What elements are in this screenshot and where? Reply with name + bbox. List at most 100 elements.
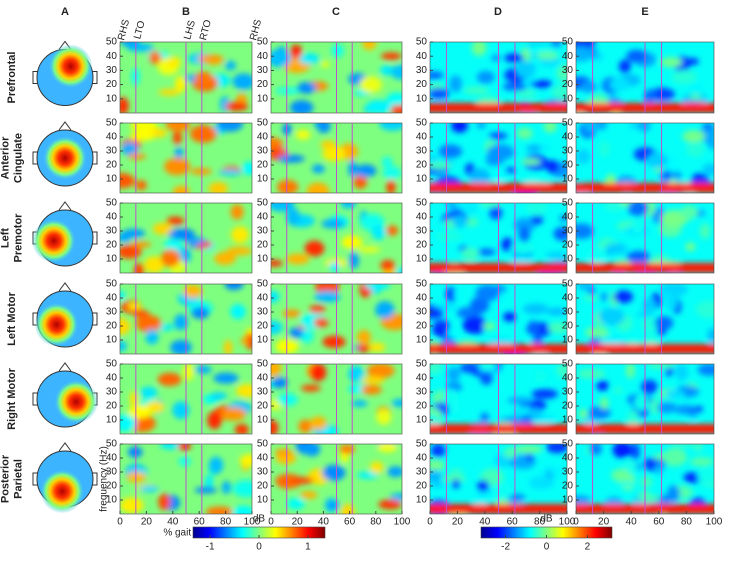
nose — [58, 282, 72, 292]
heatmap-blob — [152, 222, 173, 235]
y-tick-label: 50 — [416, 359, 428, 370]
heatmap-blob — [340, 503, 355, 514]
heatmap-blob — [551, 84, 567, 101]
y-tick-label: 50 — [257, 198, 269, 209]
heatmap-blob — [194, 486, 218, 494]
row-label: Right Motor — [6, 367, 18, 429]
heatmap-blob — [386, 179, 396, 193]
heatmap-blob — [451, 123, 469, 133]
heatmap-blob — [277, 154, 305, 163]
heatmap-blob — [376, 409, 392, 425]
row-label: Left Motor — [6, 291, 18, 345]
heatmap-blob — [430, 71, 444, 80]
y-tick-label: 20 — [106, 321, 118, 332]
y-tick-label: 50 — [257, 279, 269, 290]
y-tick-label: 20 — [562, 79, 574, 90]
heatmap-blob — [178, 456, 191, 466]
heatmap-blob — [479, 364, 496, 371]
heatmap-blob — [637, 123, 651, 132]
heatmap-blob — [693, 444, 703, 453]
y-tick-label: 40 — [416, 212, 428, 223]
y-tick-label: 20 — [416, 481, 428, 492]
heatmap-blob — [357, 329, 371, 346]
heatmap-blob — [577, 369, 606, 379]
heatmap — [271, 123, 402, 193]
heatmap-blob — [120, 97, 129, 113]
y-tick-label: 30 — [257, 226, 269, 237]
heatmap-blob — [241, 161, 252, 176]
heatmap-blob — [627, 203, 649, 217]
heatmap-blob — [543, 123, 557, 133]
y-tick-label: 40 — [106, 51, 118, 62]
heatmap-blob — [165, 56, 182, 68]
heatmap-blob — [158, 88, 181, 96]
heatmap-blob — [191, 306, 210, 320]
heatmap-blob — [221, 407, 247, 421]
y-tick-label: 10 — [106, 93, 118, 104]
heatmap-blob — [462, 316, 488, 335]
heatmap-blob — [513, 217, 536, 233]
heatmap-blob — [226, 246, 252, 256]
heatmap-blob — [559, 215, 567, 222]
heatmap-blob — [297, 82, 317, 94]
heatmap-blob — [172, 401, 190, 420]
y-tick-label: 30 — [106, 146, 118, 157]
y-tick-label: 30 — [562, 467, 574, 478]
heatmap-blob — [275, 87, 302, 95]
heatmap-blobs — [120, 364, 252, 434]
heatmap-blob — [699, 223, 711, 240]
heatmap-blob — [230, 204, 244, 220]
heatmap-blob — [205, 506, 234, 514]
heatmap-blob — [172, 185, 190, 193]
heatmap-blob — [348, 365, 365, 383]
heatmap-blob — [649, 87, 676, 101]
heatmap-blob — [360, 384, 382, 395]
heatmap-blob — [625, 250, 651, 263]
heatmap-blob — [271, 49, 292, 68]
heatmap-blob — [515, 60, 537, 79]
gait-event-label: RHS — [248, 18, 264, 42]
heatmap-blob — [321, 219, 346, 229]
heatmap-blob — [120, 340, 127, 352]
x-tick-label: 40 — [167, 517, 179, 528]
scalp-activity — [34, 302, 79, 347]
heatmap-blob — [480, 412, 490, 422]
scalp-map — [31, 201, 98, 267]
heatmap-blob — [130, 241, 152, 248]
heatmap-blob — [576, 149, 591, 164]
y-tick-label: 10 — [416, 415, 428, 426]
heatmap-blob — [166, 216, 185, 226]
heatmap-blob — [371, 224, 386, 241]
y-tick-label: 50 — [562, 198, 574, 209]
y-tick-label: 50 — [257, 37, 269, 48]
scalp-map — [32, 40, 98, 106]
y-tick-label: 10 — [257, 93, 269, 104]
heatmap-blob — [682, 130, 706, 143]
heatmap-blob — [632, 217, 644, 234]
heatmap-blob — [389, 493, 402, 501]
x-tick-label: 80 — [220, 517, 232, 528]
heatmap-blob — [531, 389, 559, 400]
heatmap-blob — [697, 364, 714, 376]
heatmap-blob — [516, 90, 537, 98]
heatmap — [271, 42, 402, 113]
x-tick-label: 100 — [559, 517, 576, 528]
y-tick-label: 30 — [562, 65, 574, 76]
heatmap-blob — [430, 364, 443, 375]
y-tick-label: 40 — [562, 373, 574, 384]
colorbar-label: dB — [253, 514, 266, 525]
y-tick-label: 10 — [562, 93, 574, 104]
heatmap-blob — [430, 88, 450, 100]
heatmap-blob — [447, 366, 461, 382]
y-tick-label: 20 — [106, 240, 118, 251]
heatmap-blob — [611, 468, 631, 482]
heatmap-blob — [540, 143, 551, 152]
heatmap-blob — [184, 237, 207, 245]
y-tick-label: 40 — [257, 51, 269, 62]
y-tick-label: 40 — [106, 132, 118, 143]
heatmap-blob — [120, 173, 136, 189]
y-tick-label: 30 — [106, 226, 118, 237]
x-tick-label: 40 — [626, 517, 638, 528]
heatmap-blob — [317, 123, 331, 134]
